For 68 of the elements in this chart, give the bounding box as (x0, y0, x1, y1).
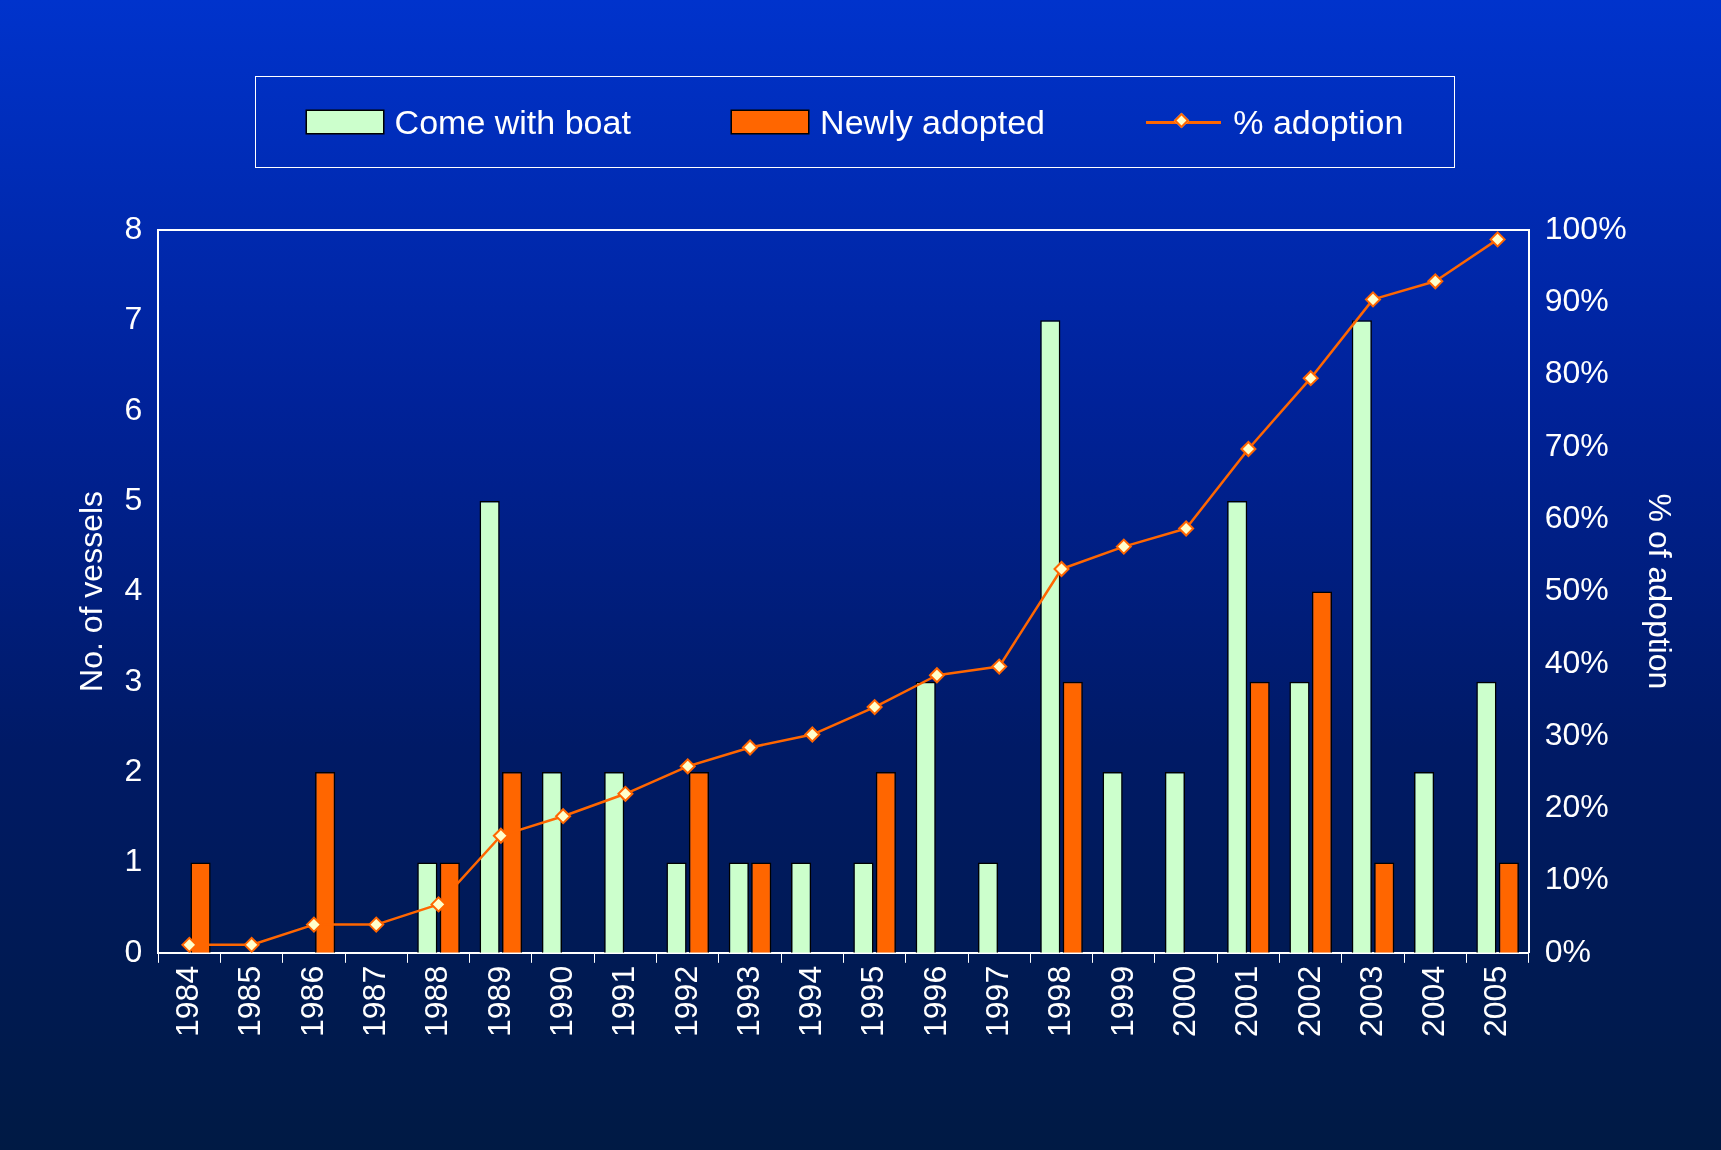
x-tick-label: 2001 (1228, 965, 1265, 1037)
y2-tick-label: 70% (1544, 426, 1609, 463)
point (617, 785, 634, 802)
y2-tick-label: 100% (1544, 209, 1627, 246)
point (1489, 231, 1506, 248)
y2-tick-label: 10% (1544, 860, 1609, 897)
legend-label: Newly adopted (820, 102, 1045, 142)
point (368, 916, 385, 933)
point (679, 758, 696, 775)
x-tick-label: 1993 (729, 965, 766, 1037)
y-tick-label: 5 (124, 480, 143, 517)
point (243, 936, 260, 953)
point (305, 916, 322, 933)
x-tick-label: 1999 (1103, 965, 1140, 1037)
x-tick-label: 1998 (1041, 965, 1078, 1037)
x-tick-label: 1990 (542, 965, 579, 1037)
y-tick-label: 1 (124, 842, 143, 879)
point (1115, 538, 1132, 555)
x-tick-label: 2004 (1415, 965, 1452, 1037)
y-tick-label: 0 (124, 932, 143, 969)
y2-tick-label: 0% (1544, 932, 1592, 969)
point (804, 726, 821, 743)
x-tick-label: 1997 (979, 965, 1016, 1037)
legend-label: % adoption (1233, 102, 1404, 142)
point (1178, 520, 1195, 537)
point (1240, 441, 1257, 458)
x-tick-label: 2003 (1352, 965, 1389, 1037)
point (866, 699, 883, 716)
point (742, 739, 759, 756)
y2-tick-label: 90% (1544, 282, 1609, 319)
x-tick-label: 1986 (293, 965, 330, 1037)
x-tick-label: 1994 (792, 965, 829, 1037)
point (1053, 561, 1070, 577)
point (928, 667, 945, 684)
point (1365, 291, 1382, 308)
x-tick-label: 1989 (480, 965, 517, 1037)
x-tick-label: 1991 (605, 965, 642, 1037)
x-tick-label: 1985 (231, 965, 268, 1037)
point (555, 808, 572, 825)
point (991, 658, 1008, 675)
x-tick-label: 1992 (667, 965, 704, 1037)
x-tick-label: 1984 (169, 965, 206, 1037)
x-tick-label: 1987 (356, 965, 393, 1037)
y2-tick-label: 50% (1544, 571, 1609, 608)
point (1302, 370, 1319, 387)
y-tick-label: 2 (124, 751, 143, 788)
y2-tick-label: 30% (1544, 715, 1609, 752)
x-tick-label: 1996 (916, 965, 953, 1037)
point (430, 896, 447, 913)
point (1427, 273, 1444, 290)
y-tick-label: 4 (124, 571, 143, 608)
y2-tick-label: 40% (1544, 643, 1609, 680)
y2-tick-label: 80% (1544, 354, 1609, 391)
x-tick-label: 2005 (1477, 965, 1514, 1037)
legend-label: Come with boat (394, 102, 631, 142)
y-tick-label: 7 (124, 300, 143, 337)
x-tick-label: 2002 (1290, 965, 1327, 1037)
y-axis-title: No. of vessels (73, 490, 110, 692)
y2-tick-label: 20% (1544, 788, 1609, 825)
point (492, 827, 509, 844)
y-tick-label: 8 (124, 209, 143, 246)
y-tick-label: 3 (124, 661, 143, 698)
y2-tick-label: 60% (1544, 498, 1609, 535)
y2-axis-title: % of adoption (1641, 493, 1678, 690)
x-tick-label: 1988 (418, 965, 455, 1037)
y-tick-label: 6 (124, 390, 143, 427)
x-tick-label: 2000 (1165, 965, 1202, 1037)
x-tick-label: 1995 (854, 965, 891, 1037)
